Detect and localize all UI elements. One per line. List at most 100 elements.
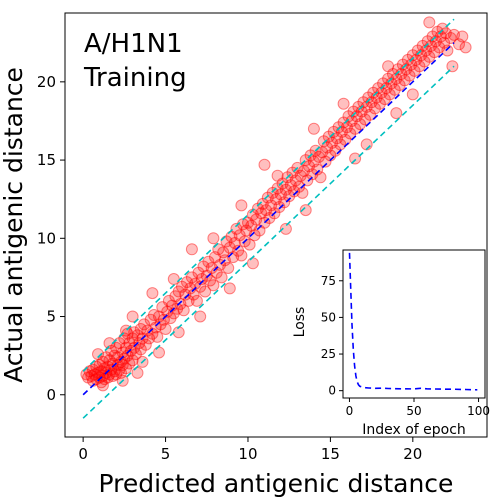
data-point	[223, 282, 236, 295]
data-point	[349, 152, 362, 165]
data-point	[138, 318, 151, 331]
data-point	[362, 91, 375, 104]
data-point	[296, 186, 309, 199]
data-point	[126, 354, 139, 367]
data-point	[90, 360, 103, 373]
data-point	[312, 150, 325, 163]
data-point	[134, 343, 147, 356]
y-tick-label: 5	[46, 308, 56, 326]
data-point	[120, 362, 132, 375]
data-point	[223, 241, 236, 254]
data-point	[393, 79, 406, 91]
data-point	[390, 107, 403, 120]
data-point	[444, 32, 457, 44]
data-point	[157, 313, 170, 326]
data-point	[115, 355, 127, 368]
x-tick-label: 10	[238, 445, 257, 463]
data-point	[93, 359, 106, 371]
inset-x-tick-label: 100	[467, 404, 490, 418]
data-point	[248, 229, 261, 242]
data-point	[92, 366, 104, 379]
data-point	[100, 351, 113, 364]
data-point	[344, 127, 357, 140]
data-point	[331, 132, 343, 145]
data-point	[242, 216, 254, 229]
data-point	[316, 146, 329, 159]
data-point	[121, 349, 134, 362]
data-point	[293, 180, 306, 193]
data-point	[103, 354, 116, 367]
data-point	[342, 110, 355, 123]
inset-x-ticks: 0 50 100	[346, 398, 490, 418]
data-point	[418, 55, 431, 68]
data-point	[406, 88, 419, 101]
data-point	[115, 366, 127, 379]
data-point	[428, 46, 441, 59]
data-point	[179, 288, 192, 301]
data-point	[128, 326, 141, 339]
data-point	[423, 16, 436, 29]
data-point	[436, 22, 449, 35]
inset-x-axis-label: Index of epoch	[362, 422, 466, 438]
y-axis-label: Actual antigenic distance	[0, 67, 28, 383]
data-point	[85, 370, 98, 382]
data-point	[131, 366, 144, 379]
data-point	[197, 260, 210, 273]
data-point	[108, 349, 121, 362]
data-point	[288, 185, 301, 198]
inset-y-axis-label: Loss	[292, 307, 308, 338]
data-point	[321, 141, 334, 154]
main-y-ticks: 0 5 10 15 20	[37, 73, 65, 404]
data-point	[387, 68, 399, 80]
data-point	[448, 28, 460, 41]
data-point	[368, 102, 381, 115]
data-point	[446, 60, 459, 73]
data-point	[426, 30, 439, 43]
data-point	[88, 368, 101, 381]
data-point	[276, 177, 289, 190]
data-point	[406, 49, 419, 62]
data-point	[401, 53, 414, 66]
data-point	[96, 355, 109, 368]
tolerance-line	[82, 18, 455, 372]
data-point	[274, 188, 287, 201]
data-point	[459, 41, 472, 54]
inset-x-tick-label: 50	[406, 404, 421, 418]
data-point	[431, 25, 444, 38]
data-point	[357, 96, 370, 109]
data-point	[133, 337, 146, 350]
data-point	[364, 108, 376, 121]
data-point	[141, 324, 154, 337]
data-point	[90, 373, 103, 386]
data-point	[105, 363, 118, 376]
data-point	[307, 155, 320, 168]
data-point	[217, 246, 230, 259]
data-point	[416, 39, 429, 52]
data-point	[411, 44, 424, 57]
y-tick-label: 15	[37, 151, 56, 169]
data-point	[383, 88, 396, 101]
data-point	[347, 105, 360, 118]
data-point	[194, 280, 207, 293]
data-point	[251, 202, 264, 215]
data-point	[352, 100, 365, 113]
tolerance-line	[82, 65, 455, 419]
data-point	[392, 63, 404, 76]
main-x-ticks: 0 5 10 15 20	[78, 437, 422, 463]
data-point	[337, 116, 350, 129]
data-point	[373, 97, 386, 110]
data-point	[433, 41, 446, 54]
data-point	[423, 50, 436, 63]
main-points-layer	[80, 16, 472, 392]
data-point	[245, 219, 258, 232]
data-point	[378, 93, 391, 106]
data-point	[181, 276, 193, 289]
data-point	[235, 199, 248, 212]
data-point	[408, 64, 421, 77]
data-point	[134, 323, 147, 335]
data-point	[139, 338, 152, 351]
inset-lines-layer	[348, 252, 478, 391]
data-point	[271, 169, 284, 182]
data-point	[126, 310, 139, 323]
data-point	[154, 318, 167, 331]
